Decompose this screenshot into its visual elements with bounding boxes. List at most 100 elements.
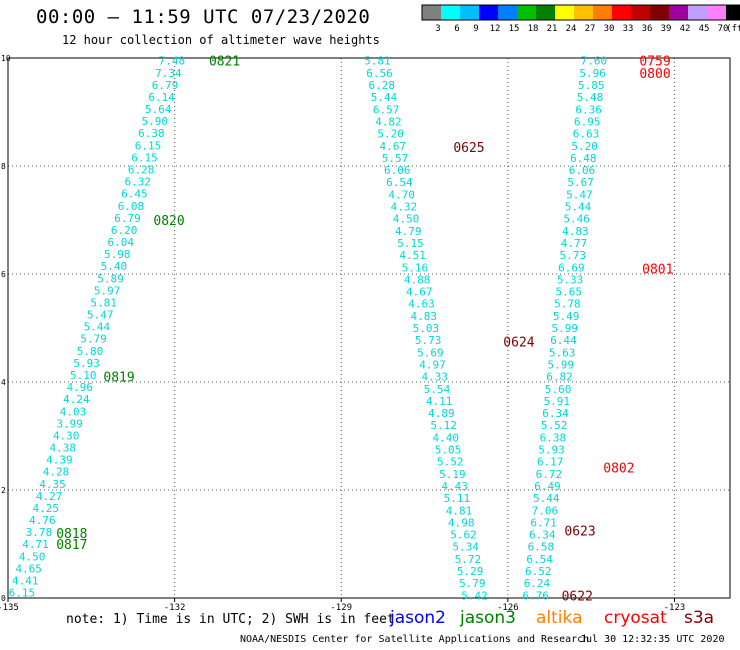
wave-height-value: 5.63 xyxy=(549,346,576,359)
wave-height-value: 5.73 xyxy=(415,334,442,347)
scale-label: 70 xyxy=(718,24,729,34)
scale-label: 42 xyxy=(680,24,691,34)
wave-height-value: 4.77 xyxy=(561,237,588,250)
wave-height-value: 5.03 xyxy=(413,322,440,335)
scale-label: 33 xyxy=(623,24,634,34)
scale-swatch xyxy=(650,5,669,20)
x-tick-label: -126 xyxy=(497,603,519,613)
chart-subtitle: 12 hour collection of altimeter wave hei… xyxy=(62,33,380,47)
wave-height-value: 6.69 xyxy=(558,261,585,274)
wave-height-value: 6.56 xyxy=(366,67,393,80)
wave-height-value: 6.06 xyxy=(384,164,411,177)
pass-time-label: 0819 xyxy=(103,371,134,386)
wave-height-value: 7.06 xyxy=(532,504,559,517)
wave-height-value: 4.30 xyxy=(53,429,80,442)
scale-swatch xyxy=(498,5,517,20)
wave-height-value: 6.38 xyxy=(540,431,567,444)
wave-height-value: 5.98 xyxy=(104,248,131,261)
wave-height-value: 6.32 xyxy=(125,176,152,189)
wave-height-value: 5.96 xyxy=(579,67,606,80)
pass-time-label: 0821 xyxy=(209,55,240,70)
plot-frame xyxy=(7,57,731,599)
wave-height-value: 6.82 xyxy=(546,371,573,384)
wave-height-value: 6.79 xyxy=(114,212,141,225)
wave-height-value: 4.28 xyxy=(43,466,70,479)
wave-height-value: 5.05 xyxy=(435,444,462,457)
wave-height-value: 4.89 xyxy=(428,407,455,420)
wave-height-value: 5.12 xyxy=(430,419,457,432)
wave-height-value: 5.57 xyxy=(382,152,409,165)
footer-timestamp: Jul 30 12:32:35 UTC 2020 xyxy=(580,634,725,645)
scale-swatch xyxy=(536,5,555,20)
wave-height-value: 6.63 xyxy=(573,128,600,141)
wave-height-value: 3.99 xyxy=(56,417,83,430)
wave-height-value: 5.91 xyxy=(544,395,571,408)
wave-height-value: 5.29 xyxy=(457,565,484,578)
wave-height-value: 4.82 xyxy=(375,115,402,128)
scale-swatch xyxy=(726,5,740,20)
scale-swatch xyxy=(688,5,707,20)
wave-height-value: 4.65 xyxy=(15,562,42,575)
scale-swatch xyxy=(574,5,593,20)
scale-label: 3 xyxy=(435,24,440,34)
wave-height-value: 6.38 xyxy=(138,127,165,140)
wave-height-value: 4.88 xyxy=(404,273,431,286)
wave-height-value: 5.79 xyxy=(80,333,107,346)
wave-height-value: 4.81 xyxy=(446,504,473,517)
wave-height-value: 5.47 xyxy=(87,309,114,322)
wave-height-value: 4.67 xyxy=(380,140,407,153)
wave-height-value: 5.34 xyxy=(452,541,479,554)
scale-swatch xyxy=(593,5,612,20)
wave-height-value: 4.67 xyxy=(406,286,433,299)
wave-height-value: 5.65 xyxy=(555,286,582,299)
scale-label: 24 xyxy=(566,24,577,34)
wave-height-value: 6.52 xyxy=(525,565,552,578)
wave-height-value: 5.60 xyxy=(545,383,572,396)
pass-time-label: 0625 xyxy=(453,141,484,156)
scale-label: 39 xyxy=(661,24,672,34)
pass-time-label: 0817 xyxy=(56,538,87,553)
wave-height-value: 6.44 xyxy=(550,334,577,347)
wave-height-value: 6.45 xyxy=(121,188,148,201)
wave-height-value: 6.58 xyxy=(528,541,555,554)
scale-label: 36 xyxy=(642,24,653,34)
wave-height-value: 5.79 xyxy=(459,577,486,590)
scale-swatch xyxy=(479,5,498,20)
wave-height-value: 7.48 xyxy=(159,55,186,68)
pass-time-label: 0802 xyxy=(603,461,634,476)
wave-height-value: 6.17 xyxy=(537,456,564,469)
scale-label: 6 xyxy=(454,24,459,34)
pass-time-label: 0623 xyxy=(564,525,595,540)
wave-height-value: 4.50 xyxy=(19,550,46,563)
wave-height-value: 5.10 xyxy=(70,369,97,382)
wave-height-value: 4.63 xyxy=(408,298,435,311)
y-tick-label: 6 xyxy=(1,270,6,279)
wave-height-value: 6.15 xyxy=(131,151,158,164)
scale-label: 27 xyxy=(585,24,596,34)
x-tick-label: -129 xyxy=(330,603,352,613)
wave-height-value: 6.54 xyxy=(526,553,553,566)
wave-height-value: 5.80 xyxy=(77,345,104,358)
wave-height-value: 6.14 xyxy=(148,91,175,104)
wave-height-value: 5.20 xyxy=(377,128,404,141)
wave-height-value: 5.52 xyxy=(541,419,568,432)
wave-height-value: 5.81 xyxy=(364,55,391,68)
pass-time-label: 0622 xyxy=(562,589,593,604)
wave-height-value: 6.15 xyxy=(135,139,162,152)
wave-height-value: 5.44 xyxy=(533,492,560,505)
wave-height-value: 4.41 xyxy=(12,575,39,588)
y-tick-label: 10 xyxy=(1,54,11,63)
x-tick-label: -132 xyxy=(164,603,186,613)
scale-label: 21 xyxy=(547,24,558,34)
wave-height-value: 6.49 xyxy=(534,480,561,493)
wave-height-value: 4.38 xyxy=(50,442,77,455)
wave-height-value: 6.34 xyxy=(529,529,556,542)
satellite-legend-item: jason3 xyxy=(460,608,516,628)
satellite-legend-item: cryosat xyxy=(604,608,667,628)
pass-time-label: 0624 xyxy=(503,336,534,351)
wave-height-value: 4.51 xyxy=(399,249,426,262)
footer-note: note: 1) Time is in UTC; 2) SWH is in fe… xyxy=(66,612,395,627)
wave-height-value: 5.52 xyxy=(437,456,464,469)
